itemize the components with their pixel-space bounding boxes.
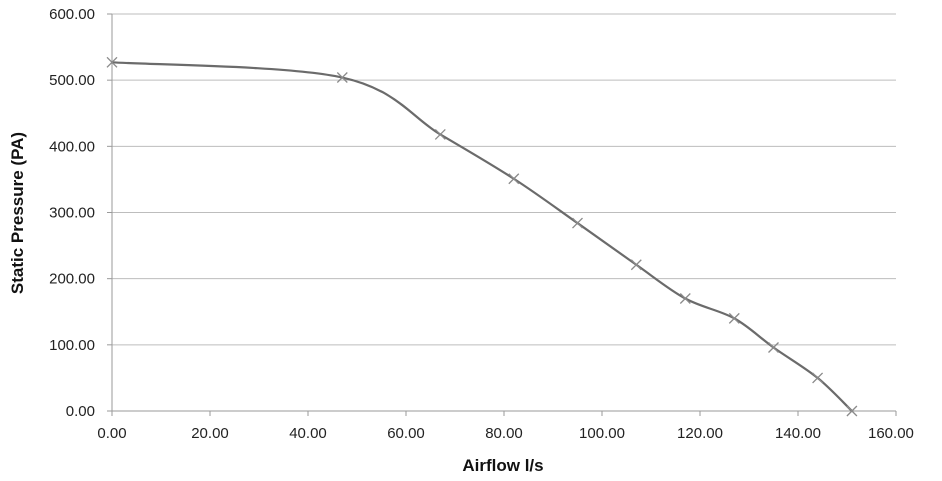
data-point-marker xyxy=(846,405,858,417)
series-group xyxy=(106,56,858,417)
x-tick-label: 40.00 xyxy=(289,425,327,442)
y-tick-labels: 0.00 100.00 200.00 300.00 400.00 500.00 600.00 xyxy=(49,6,95,420)
data-point-marker xyxy=(768,342,779,353)
marker-stroke xyxy=(846,405,858,417)
marker-stroke xyxy=(630,259,642,271)
y-tick-label: 600.00 xyxy=(49,6,95,23)
gridlines xyxy=(112,13,896,346)
x-tick-label: 120.00 xyxy=(677,425,723,442)
y-tick-label: 500.00 xyxy=(49,72,95,89)
marker-stroke xyxy=(812,372,824,384)
x-tick-label: 80.00 xyxy=(485,425,523,442)
x-axis-title: Airflow l/s xyxy=(462,456,543,475)
x-tick-labels: 0.00 20.00 40.00 60.00 80.00 100.00 120.00 140.… xyxy=(97,425,913,442)
data-point-marker xyxy=(106,56,118,68)
y-tick-label: 100.00 xyxy=(49,337,95,354)
data-point-marker xyxy=(508,173,520,185)
marker-stroke xyxy=(336,72,348,83)
marker-stroke xyxy=(768,342,779,353)
x-tick-label: 100.00 xyxy=(579,425,625,442)
data-point-marker xyxy=(572,217,583,229)
x-tick-label: 60.00 xyxy=(387,425,425,442)
y-axis-title: Static Pressure (PA) xyxy=(8,132,27,294)
data-point-marker xyxy=(679,293,691,304)
y-tick-label: 200.00 xyxy=(49,271,95,288)
marker-stroke xyxy=(434,128,446,140)
data-point-marker xyxy=(630,259,642,271)
x-tick-label: 160.00 xyxy=(868,425,914,442)
marker-stroke xyxy=(508,173,520,185)
axes xyxy=(107,13,897,416)
marker-stroke xyxy=(728,312,740,324)
x-tick-label: 20.00 xyxy=(191,425,229,442)
x-tick-label: 140.00 xyxy=(775,425,821,442)
y-tick-label: 300.00 xyxy=(49,205,95,222)
marker-stroke xyxy=(106,56,118,68)
x-tick-label: 0.00 xyxy=(97,425,126,442)
data-point-marker xyxy=(336,72,348,83)
marker-stroke xyxy=(572,217,583,229)
data-point-marker xyxy=(812,372,824,384)
y-tick-label: 0.00 xyxy=(66,403,95,420)
data-point-marker xyxy=(728,312,740,324)
data-point-marker xyxy=(434,128,446,140)
marker-stroke xyxy=(679,293,691,304)
y-tick-label: 400.00 xyxy=(49,138,95,155)
